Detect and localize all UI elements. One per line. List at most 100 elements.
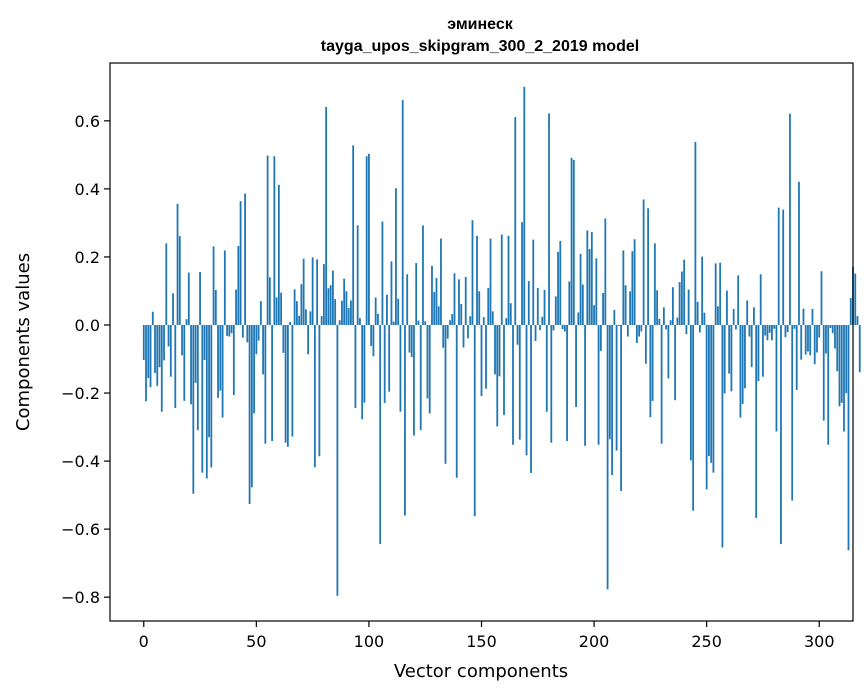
bar	[507, 235, 510, 325]
bar	[257, 324, 260, 341]
bar	[597, 324, 600, 445]
bar	[487, 287, 490, 325]
y-axis-label: Components values	[13, 253, 34, 431]
bar	[413, 324, 415, 436]
bar	[735, 324, 737, 330]
bar	[849, 298, 852, 325]
bar	[644, 324, 647, 364]
bar	[595, 258, 598, 325]
bar	[228, 324, 231, 337]
bar	[579, 253, 582, 325]
bar	[232, 324, 235, 396]
bar	[838, 324, 841, 407]
bar	[401, 100, 404, 325]
x-tick-label: 50	[246, 632, 266, 651]
bar	[280, 292, 283, 325]
bar	[442, 324, 445, 348]
bar	[608, 324, 611, 440]
bar	[629, 291, 631, 325]
bar	[165, 243, 168, 325]
bar	[395, 188, 397, 325]
bar	[568, 281, 571, 325]
bar	[334, 299, 337, 325]
bar	[458, 279, 460, 325]
bar	[291, 324, 294, 437]
bar	[784, 324, 787, 338]
bar	[248, 324, 251, 504]
bar	[300, 284, 303, 325]
bar	[809, 324, 812, 356]
bar	[712, 324, 715, 473]
bar	[793, 324, 796, 329]
bar	[539, 324, 541, 331]
bar	[593, 305, 595, 325]
bar	[273, 156, 276, 325]
bar	[780, 324, 782, 545]
bar	[615, 324, 618, 451]
bar	[692, 324, 695, 511]
bar	[268, 277, 271, 325]
bar	[818, 324, 821, 338]
chart-title-line1: эминеск	[447, 16, 514, 33]
bar	[512, 324, 514, 445]
bar	[253, 324, 255, 414]
bar	[624, 285, 627, 325]
bar	[534, 324, 537, 341]
bar	[703, 312, 706, 325]
bar	[694, 141, 697, 325]
bar	[717, 306, 719, 325]
bar	[293, 289, 296, 325]
bar	[262, 324, 264, 375]
bar	[185, 319, 188, 325]
y-tick-label: 0.6	[75, 112, 100, 131]
bar	[757, 324, 760, 382]
bar	[708, 324, 710, 456]
bar	[802, 308, 805, 325]
bar	[557, 251, 559, 325]
bar	[813, 324, 816, 365]
bar	[176, 203, 179, 325]
x-tick-label: 0	[139, 632, 149, 651]
bar	[777, 207, 780, 325]
bar	[755, 324, 758, 518]
bar	[221, 324, 224, 418]
y-tick-label: −0.4	[61, 452, 100, 471]
bar	[440, 238, 442, 325]
bar	[527, 281, 530, 325]
bar	[651, 324, 654, 401]
bar	[354, 324, 357, 409]
bar	[721, 324, 724, 548]
x-tick-label: 300	[804, 632, 835, 651]
bar	[566, 324, 568, 442]
bar	[149, 324, 152, 388]
bar	[494, 324, 496, 375]
bar	[388, 324, 391, 392]
bar	[250, 324, 253, 488]
bar	[214, 289, 217, 325]
bar	[552, 324, 555, 331]
bar	[762, 324, 764, 377]
bar	[435, 278, 438, 325]
bar	[496, 324, 499, 427]
bar	[617, 324, 620, 327]
bar	[246, 324, 249, 343]
bar	[523, 86, 526, 325]
bar	[771, 324, 773, 341]
bar	[503, 324, 505, 416]
bar	[530, 324, 532, 473]
bar	[631, 251, 634, 325]
bar	[455, 324, 458, 478]
bar	[500, 234, 503, 325]
bar	[829, 324, 832, 329]
bar	[345, 291, 348, 325]
bar	[696, 301, 699, 325]
bar	[307, 324, 310, 355]
bar	[590, 232, 593, 325]
bar	[622, 250, 625, 325]
x-tick-label: 200	[579, 632, 610, 651]
bar	[167, 324, 170, 347]
bar	[858, 324, 861, 373]
bar	[516, 324, 519, 345]
bar	[676, 317, 679, 325]
